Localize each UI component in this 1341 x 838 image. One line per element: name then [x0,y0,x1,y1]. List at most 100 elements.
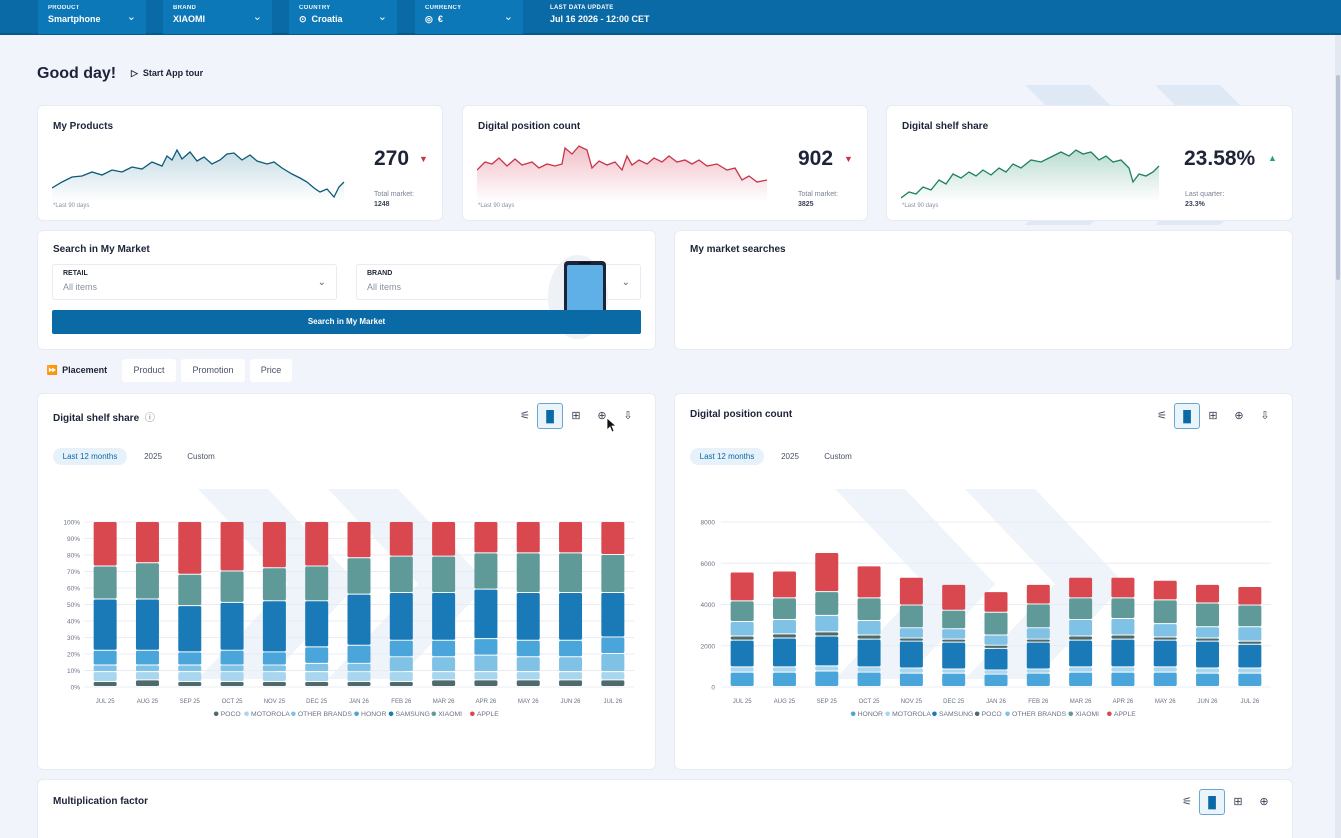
bar-segment-motorola[interactable] [942,669,966,673]
bar-segment-apple[interactable] [1069,577,1093,598]
bar-segment-motorola[interactable] [559,672,583,680]
bar-segment-other-brands[interactable] [347,663,371,672]
legend-item[interactable]: XIAOMI [1075,711,1099,718]
brand-filter[interactable]: BRAND XIAOMI ⌄ [163,0,272,34]
bar-segment-samsung[interactable] [984,648,1008,670]
bar-segment-other-brands[interactable] [1238,627,1262,641]
bar-segment-apple[interactable] [1111,577,1135,598]
bar-segment-xiaomi[interactable] [1153,600,1177,624]
bar-segment-other-brands[interactable] [984,635,1008,645]
bar-segment-xiaomi[interactable] [601,555,625,592]
bar-segment-xiaomi[interactable] [347,558,371,594]
legend-item[interactable]: HONOR [361,711,386,718]
bar-segment-xiaomi[interactable] [516,553,540,592]
legend-item[interactable]: MOTOROLA [251,711,290,718]
bar-segment-samsung[interactable] [1196,641,1220,668]
bar-segment-poco[interactable] [1111,635,1135,639]
bar-segment-apple[interactable] [93,522,117,566]
bar-segment-poco[interactable] [516,680,540,686]
bar-segment-poco[interactable] [347,682,371,686]
bar-segment-xiaomi[interactable] [262,568,286,601]
bar-segment-other-brands[interactable] [1026,628,1050,639]
bar-segment-apple[interactable] [305,522,329,566]
bar-segment-apple[interactable] [1196,584,1220,603]
bar-segment-honor[interactable] [305,647,329,663]
bar-segment-honor[interactable] [942,673,966,686]
bar-segment-honor[interactable] [984,674,1008,686]
product-filter[interactable]: PRODUCT Smartphone ⌄ [38,0,146,34]
bar-segment-motorola[interactable] [815,666,839,671]
search-in-my-market-button[interactable]: Search in My Market [52,310,641,334]
bar-chart-icon[interactable]: ▐▌ [537,403,563,429]
cloud-download-icon[interactable]: ⇩ [623,410,633,422]
bar-segment-poco[interactable] [1153,637,1177,640]
bar-segment-other-brands[interactable] [559,657,583,672]
bar-segment-other-brands[interactable] [815,615,839,632]
bar-segment-xiaomi[interactable] [178,574,202,606]
bar-segment-samsung[interactable] [815,636,839,666]
bar-segment-apple[interactable] [815,552,839,592]
bar-segment-honor[interactable] [815,671,839,686]
bar-segment-samsung[interactable] [389,592,413,640]
bar-segment-samsung[interactable] [1153,640,1177,667]
bar-segment-motorola[interactable] [93,672,117,682]
period-custom[interactable]: Custom [187,452,215,461]
filter-sliders-icon[interactable]: ⚟ [1157,410,1167,422]
bar-segment-xiaomi[interactable] [984,612,1008,635]
bar-segment-motorola[interactable] [474,672,498,680]
bar-segment-samsung[interactable] [135,599,159,650]
bar-segment-motorola[interactable] [305,672,329,682]
bar-segment-samsung[interactable] [857,639,881,667]
legend-item[interactable]: OTHER BRANDS [1012,711,1066,718]
bar-segment-apple[interactable] [899,577,923,605]
bar-segment-poco[interactable] [1238,641,1262,644]
bar-segment-honor[interactable] [1153,672,1177,686]
bar-segment-honor[interactable] [1111,672,1135,686]
bar-segment-apple[interactable] [516,522,540,553]
bar-segment-poco[interactable] [942,639,966,642]
bar-segment-samsung[interactable] [474,589,498,639]
bar-chart-icon[interactable]: ▐▌ [1174,403,1200,429]
bar-segment-motorola[interactable] [1153,667,1177,672]
bar-segment-motorola[interactable] [899,668,923,673]
bar-segment-motorola[interactable] [516,672,540,680]
period-2025[interactable]: 2025 [781,452,799,461]
legend-item[interactable]: POCO [982,711,1002,718]
bar-segment-poco[interactable] [1196,638,1220,641]
grid-view-icon[interactable]: ⊞ [1233,796,1243,808]
bar-segment-honor[interactable] [1026,673,1050,686]
bar-segment-samsung[interactable] [1238,644,1262,668]
bar-segment-honor[interactable] [1196,673,1220,686]
bar-segment-apple[interactable] [984,592,1008,612]
bar-segment-samsung[interactable] [262,601,286,652]
bar-segment-samsung[interactable] [305,601,329,647]
bar-segment-apple[interactable] [942,584,966,610]
period-last-12-months[interactable]: Last 12 months [53,448,127,465]
bar-segment-other-brands[interactable] [474,655,498,672]
bar-segment-poco[interactable] [178,682,202,686]
bar-segment-motorola[interactable] [984,670,1008,674]
bar-segment-xiaomi[interactable] [432,556,456,592]
bar-segment-poco[interactable] [305,682,329,686]
bar-segment-apple[interactable] [1026,584,1050,604]
bar-segment-honor[interactable] [262,652,286,665]
grid-view-icon[interactable]: ⊞ [571,410,581,422]
bar-segment-motorola[interactable] [1111,667,1135,672]
bar-segment-motorola[interactable] [135,672,159,680]
period-last-12-months[interactable]: Last 12 months [690,448,764,465]
bar-segment-apple[interactable] [1238,586,1262,605]
brand-select[interactable]: BRAND All items ⌄ [356,264,641,300]
bar-segment-honor[interactable] [220,650,244,665]
bar-segment-other-brands[interactable] [178,665,202,672]
bar-segment-poco[interactable] [899,638,923,641]
bar-segment-motorola[interactable] [389,672,413,682]
legend-item[interactable]: XIAOMI [438,711,462,718]
bar-segment-samsung[interactable] [1069,640,1093,667]
bar-segment-other-brands[interactable] [262,665,286,672]
bar-segment-other-brands[interactable] [1153,624,1177,637]
bar-segment-honor[interactable] [601,637,625,654]
bar-segment-motorola[interactable] [730,667,754,672]
bar-segment-xiaomi[interactable] [1196,603,1220,627]
bar-segment-other-brands[interactable] [857,621,881,635]
bar-segment-samsung[interactable] [1111,639,1135,667]
